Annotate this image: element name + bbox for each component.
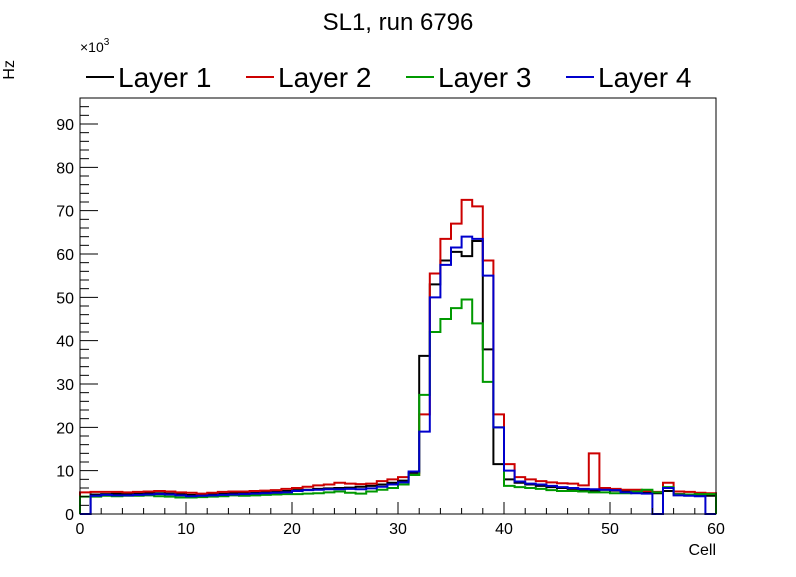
legend-label-layer-2: Layer 2 — [278, 62, 371, 93]
legend-label-layer-4: Layer 4 — [598, 62, 691, 93]
y-tick-label: 20 — [56, 420, 74, 437]
y-exponent-power: 3 — [104, 37, 110, 48]
y-tick-label: 0 — [65, 507, 74, 524]
x-tick-label: 50 — [601, 521, 619, 538]
x-axis-label: Cell — [688, 542, 716, 559]
x-tick-label: 40 — [495, 521, 513, 538]
chart-title: SL1, run 6796 — [323, 9, 474, 36]
y-exponent-base: ×10 — [80, 39, 104, 55]
series-line-layer-1 — [80, 240, 717, 515]
plot-series — [79, 198, 717, 515]
x-tick-label: 60 — [707, 521, 725, 538]
y-tick-label: 50 — [56, 290, 74, 307]
legend: Layer 1 Layer 2 Layer 3 Layer 4 — [86, 62, 691, 93]
series-line-layer-4 — [80, 235, 716, 515]
y-tick-label: 70 — [56, 204, 74, 221]
y-tick-label: 10 — [56, 464, 74, 481]
series-line-layer-3 — [79, 298, 717, 514]
y-tick-label: 60 — [56, 247, 74, 264]
legend-label-layer-1: Layer 1 — [118, 62, 211, 93]
y-exponent-label: ×103 — [80, 37, 110, 55]
x-tick-label: 30 — [389, 521, 407, 538]
x-tick-label: 0 — [76, 521, 85, 538]
y-tick-label: 90 — [56, 117, 74, 134]
y-tick-label: 30 — [56, 377, 74, 394]
y-axis-label: Hz — [1, 60, 18, 80]
series-line-layer-2 — [79, 198, 717, 514]
y-tick-label: 80 — [56, 160, 74, 177]
x-tick-label: 20 — [283, 521, 301, 538]
legend-label-layer-3: Layer 3 — [438, 62, 531, 93]
y-tick-label: 40 — [56, 334, 74, 351]
plot-frame — [79, 97, 717, 515]
axes: 0 10 20 30 40 50 60 0 10 20 30 40 50 60 70 80 90 — [56, 97, 725, 538]
x-tick-label: 10 — [177, 521, 195, 538]
